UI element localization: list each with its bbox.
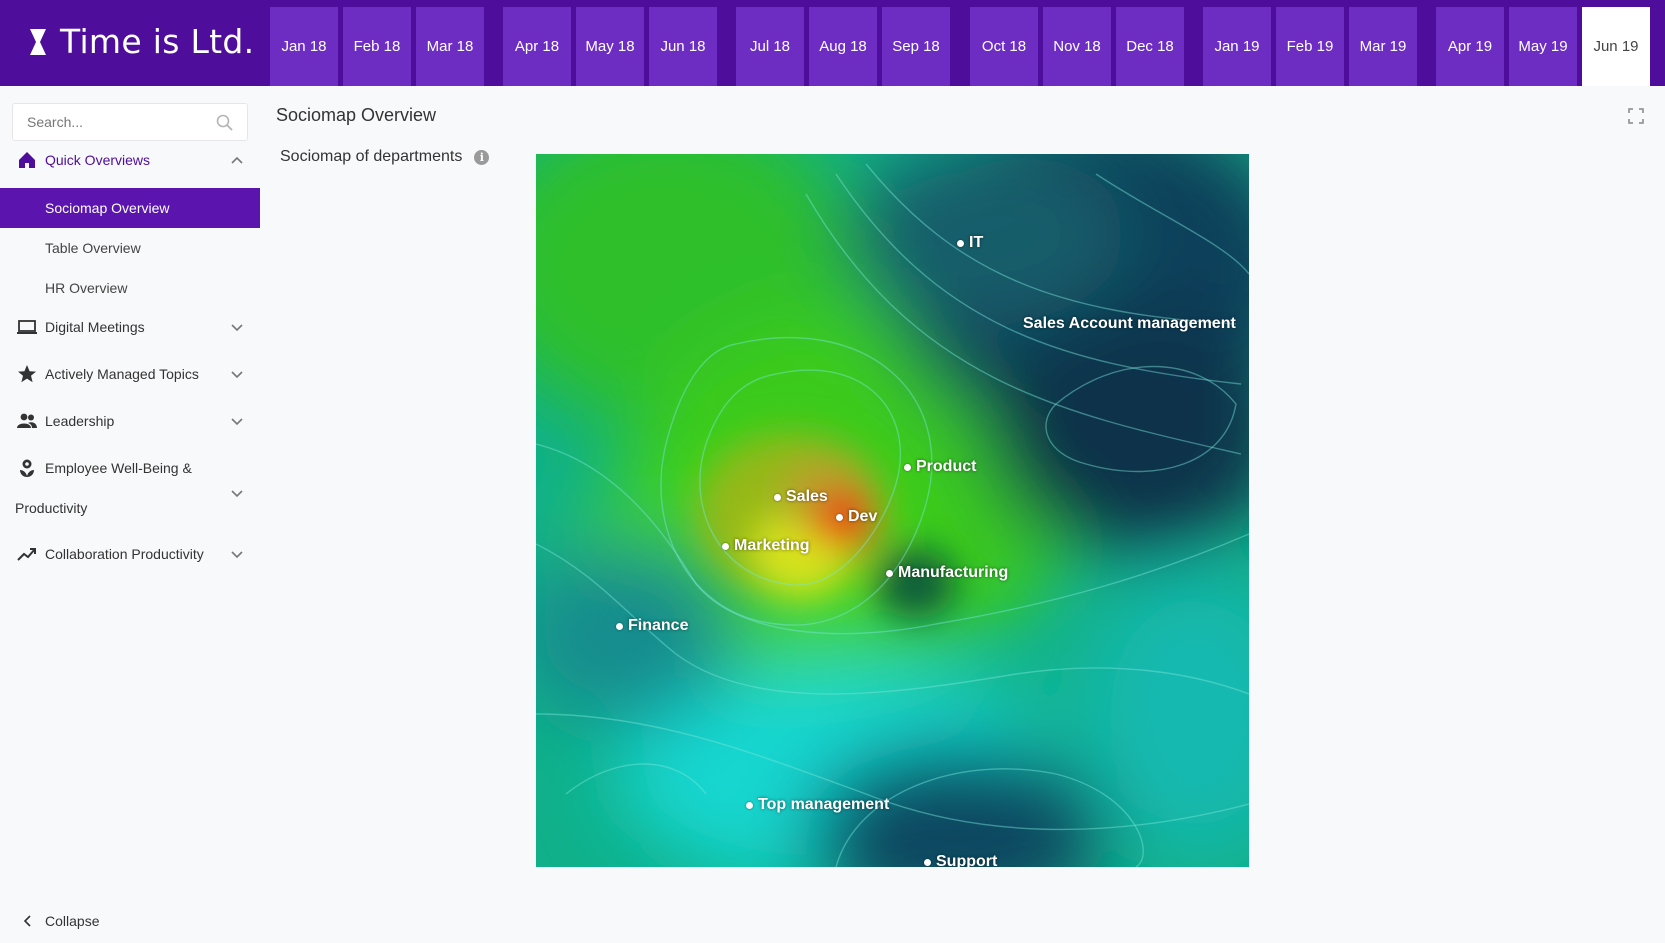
department-label[interactable]: IT xyxy=(957,234,983,252)
month-tab[interactable]: Jun 18 xyxy=(649,7,717,86)
department-name: Manufacturing xyxy=(898,564,1009,581)
card-title: Sociomap of departments i xyxy=(280,148,490,166)
department-dot xyxy=(616,622,623,630)
sub-item-table-overview[interactable]: Table Overview xyxy=(0,228,260,268)
department-name: IT xyxy=(969,234,984,251)
department-dot xyxy=(722,542,729,550)
month-tab[interactable]: Feb 19 xyxy=(1276,7,1344,86)
search-input[interactable] xyxy=(13,104,213,140)
department-dot xyxy=(924,858,931,866)
department-label[interactable]: Marketing xyxy=(722,537,810,555)
chevron-down-icon[interactable] xyxy=(230,547,244,561)
chevron-down-icon[interactable] xyxy=(230,367,244,381)
sub-item-hr-overview[interactable]: HR Overview xyxy=(0,268,260,308)
department-name: Product xyxy=(916,458,977,475)
sociomap-heatmap xyxy=(536,154,1249,867)
laptop-icon xyxy=(16,316,38,338)
sub-item-sociomap-overview[interactable]: Sociomap Overview xyxy=(0,188,260,228)
nav-label: Employee Well-Being & xyxy=(45,460,192,476)
department-label[interactable]: Support xyxy=(924,853,997,867)
department-name: Sales xyxy=(786,488,828,505)
nav-digital-meetings[interactable]: Digital Meetings xyxy=(0,315,260,339)
nav-quick-overviews[interactable]: Quick Overviews xyxy=(0,148,260,172)
department-name: Sales Account management xyxy=(1023,315,1236,332)
month-tab[interactable]: Feb 18 xyxy=(343,7,411,86)
month-tab[interactable]: Apr 19 xyxy=(1436,7,1504,86)
department-name: Top management xyxy=(758,796,890,813)
nav-label: Actively Managed Topics xyxy=(45,366,199,382)
sidebar: Quick Overviews Sociomap Overview Table … xyxy=(0,86,260,943)
sub-item-label: Sociomap Overview xyxy=(45,200,170,216)
month-tab[interactable]: May 19 xyxy=(1509,7,1577,86)
department-name: Marketing xyxy=(734,537,810,554)
department-name: Dev xyxy=(848,508,878,525)
top-bar: Time is Ltd. Jan 18 Feb 18 Mar 18 Apr 18… xyxy=(0,0,1665,86)
department-label[interactable]: Product xyxy=(904,458,976,476)
info-icon[interactable]: i xyxy=(474,149,490,165)
people-icon xyxy=(16,410,38,432)
nav-label: Quick Overviews xyxy=(45,152,151,168)
page-title: Sociomap Overview xyxy=(276,105,437,125)
department-dot xyxy=(957,239,964,247)
home-icon xyxy=(16,149,38,171)
sociomap[interactable]: IT Sales Account management Product Sale… xyxy=(536,154,1249,867)
month-tab[interactable]: Jan 18 xyxy=(270,7,338,86)
nav-label: Collaboration Productivity xyxy=(45,546,204,562)
star-icon xyxy=(16,363,38,385)
search-box xyxy=(12,103,248,141)
nav-actively-managed-topics[interactable]: Actively Managed Topics xyxy=(0,362,260,386)
department-label[interactable]: Dev xyxy=(836,508,877,526)
month-tab[interactable]: Dec 18 xyxy=(1116,7,1184,86)
chevron-down-icon[interactable] xyxy=(230,320,244,334)
trending-up-icon xyxy=(16,543,38,565)
month-tab[interactable]: May 18 xyxy=(576,7,644,86)
month-tab[interactable]: Oct 18 xyxy=(970,7,1038,86)
collapse-label: Collapse xyxy=(45,913,100,929)
app-logo[interactable]: Time is Ltd. xyxy=(28,22,254,61)
department-label[interactable]: Finance xyxy=(616,617,688,635)
sub-item-label: HR Overview xyxy=(45,280,128,296)
sub-item-label: Table Overview xyxy=(45,240,141,256)
nav-leadership[interactable]: Leadership xyxy=(0,409,260,433)
chevron-up-icon[interactable] xyxy=(230,153,244,167)
chevron-left-icon xyxy=(23,915,31,927)
department-label[interactable]: Sales xyxy=(774,488,828,506)
department-label[interactable]: Sales Account management xyxy=(1023,315,1236,333)
month-tab[interactable]: Apr 18 xyxy=(503,7,571,86)
month-tab[interactable]: Jan 19 xyxy=(1203,7,1271,86)
department-label[interactable]: Top management xyxy=(746,796,889,814)
nav-label: Leadership xyxy=(45,413,115,429)
department-dot xyxy=(904,463,911,471)
chevron-down-icon[interactable] xyxy=(230,414,244,428)
hourglass-icon xyxy=(30,28,46,55)
month-tab[interactable]: Nov 18 xyxy=(1043,7,1111,86)
month-tab[interactable]: Sep 18 xyxy=(882,7,950,86)
month-tab[interactable]: Aug 18 xyxy=(809,7,877,86)
department-label[interactable]: Manufacturing xyxy=(886,564,1008,582)
department-name: Finance xyxy=(628,617,689,634)
department-dot xyxy=(886,569,893,577)
nav-label: Digital Meetings xyxy=(45,319,145,335)
department-name: Support xyxy=(936,853,998,867)
fullscreen-icon[interactable] xyxy=(1628,108,1644,124)
logo-text: Time is Ltd. xyxy=(60,22,255,61)
flower-icon xyxy=(16,457,38,479)
card-title-text: Sociomap of departments xyxy=(280,148,463,165)
month-tab[interactable]: Jul 18 xyxy=(736,7,804,86)
nav-label: Productivity xyxy=(15,500,88,516)
month-tab[interactable]: Mar 18 xyxy=(416,7,484,86)
nav-employee-wellbeing[interactable]: Employee Well-Being & xyxy=(0,456,260,480)
department-dot xyxy=(836,513,843,521)
chevron-down-icon[interactable] xyxy=(230,486,244,500)
collapse-button[interactable]: Collapse xyxy=(0,906,260,936)
department-dot xyxy=(746,801,753,809)
month-tab-selected[interactable]: Jun 19 xyxy=(1582,7,1650,86)
nav-collaboration-productivity[interactable]: Collaboration Productivity xyxy=(0,542,260,566)
department-dot xyxy=(774,493,781,501)
search-icon[interactable] xyxy=(216,114,233,131)
month-tab[interactable]: Mar 19 xyxy=(1349,7,1417,86)
nav-employee-wellbeing-cont[interactable]: Productivity xyxy=(0,496,260,520)
